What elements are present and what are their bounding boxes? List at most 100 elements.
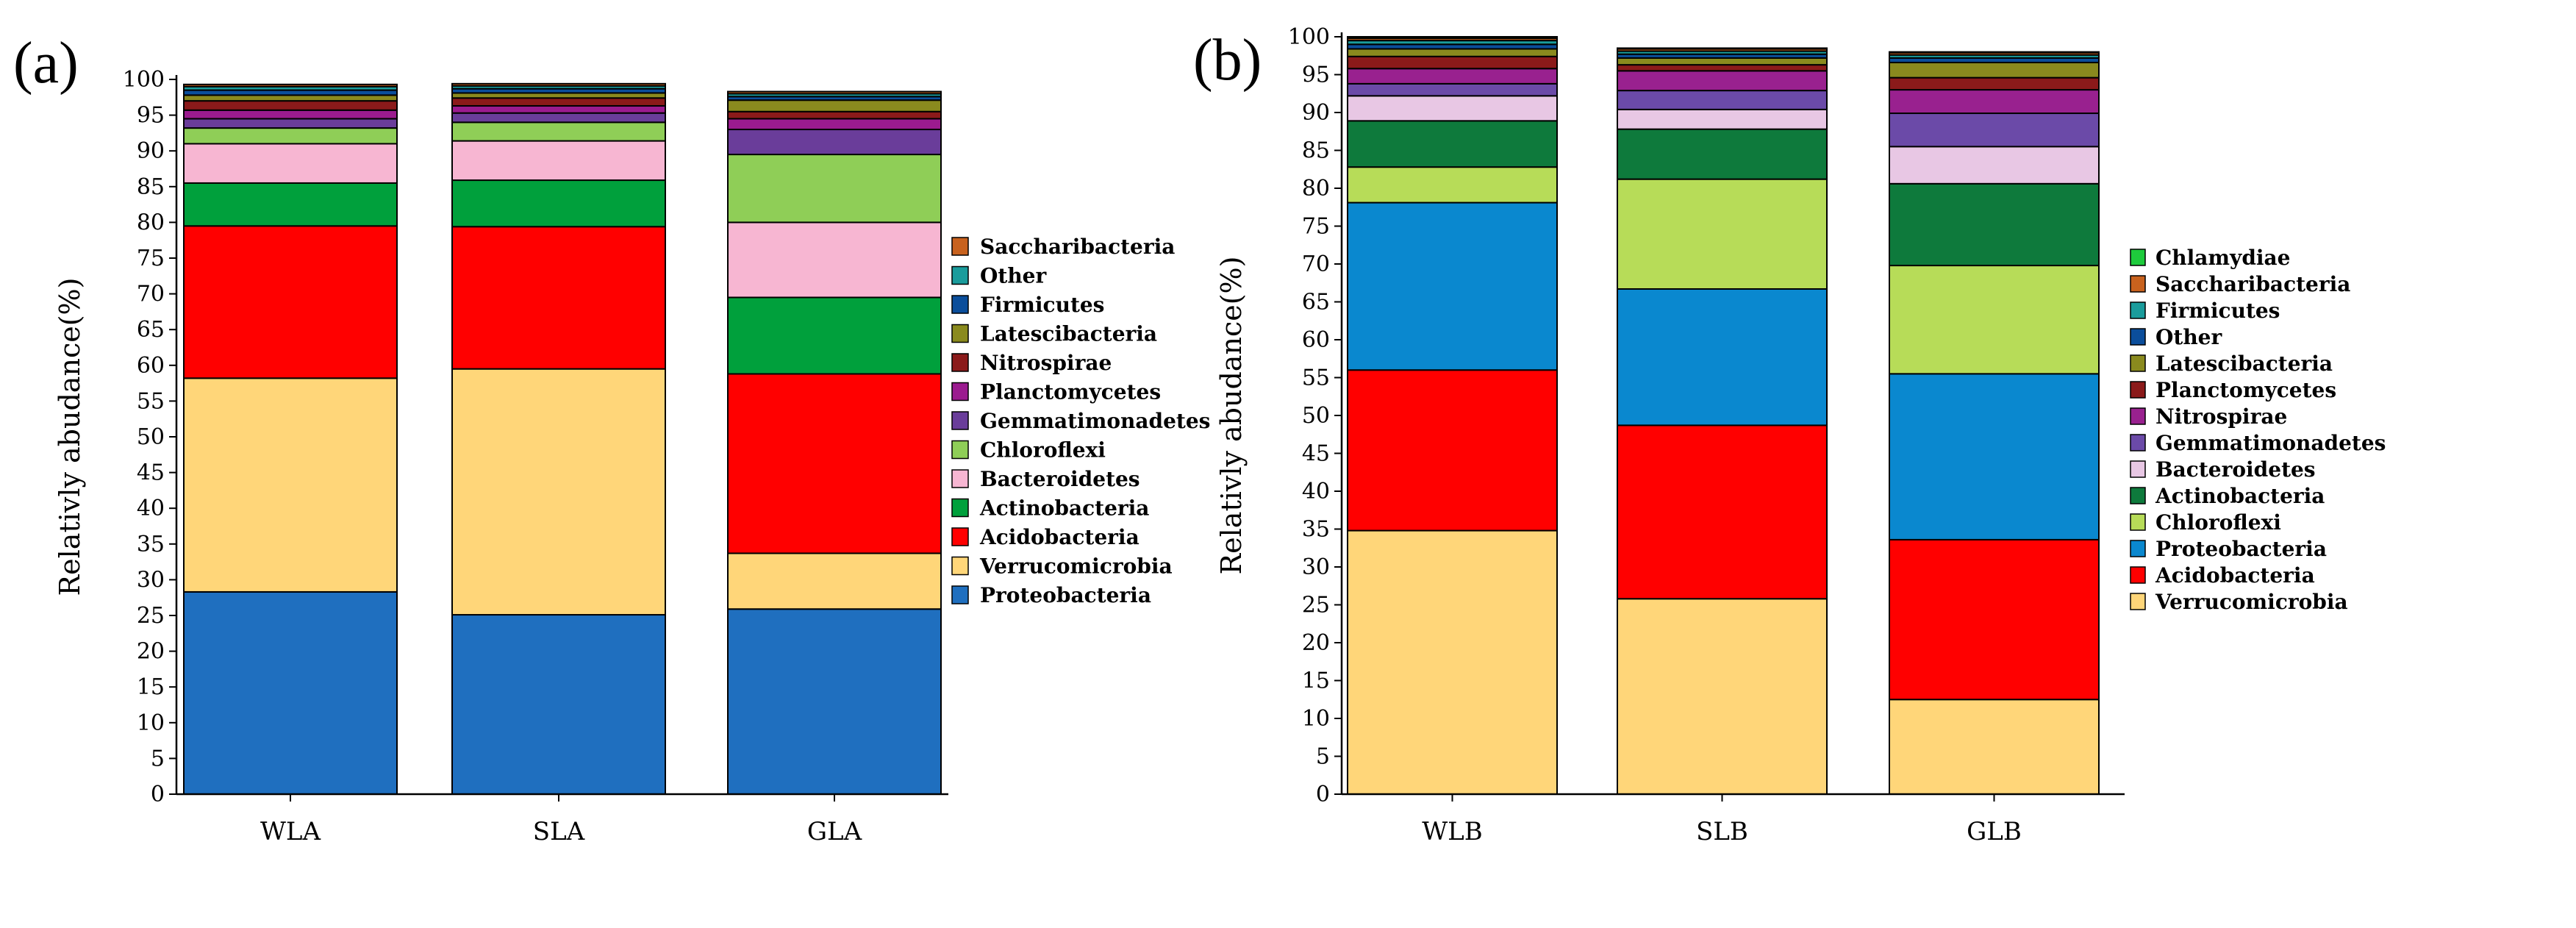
y-tick-label: 95 [137,103,165,129]
bar-segment-nitrospirae [1617,70,1828,92]
bar-segment-planctomycetes [451,104,666,114]
bar-segment-latescibacteria [451,92,666,99]
legend-swatch-saccharibacteria [2130,275,2146,293]
legend-swatch-acidobacteria [951,527,969,546]
bar-segment-saccharibacteria [727,90,942,95]
bar-segment-saccharibacteria [183,83,398,88]
legend-label-nitrospirae: Nitrospirae [2155,404,2287,429]
legend-label-saccharibacteria: Saccharibacteria [2155,272,2350,296]
y-tick-label: 95 [1302,63,1330,88]
legend-swatch-chloroflexi [951,440,969,460]
y-tick-label: 5 [1316,744,1330,770]
panel-label: (b) [1193,28,1262,93]
legend-label-gemmatimonadetes: Gemmatimonadetes [2155,431,2386,455]
legend-label-other: Other [2155,325,2222,349]
bar-stack-wla [183,83,398,795]
y-tick-label: 85 [1302,138,1330,164]
bar-segment-proteobacteria [451,614,666,796]
bar-segment-latescibacteria [1617,57,1828,66]
y-tick-label: 30 [1302,554,1330,580]
bar-segment-verrucomicrobia [451,368,666,616]
bar-segment-acidobacteria [183,225,398,379]
bar-segment-nitrospirae [1347,68,1558,85]
y-tick-label: 80 [1302,176,1330,201]
legend-label-latescibacteria: Latescibacteria [980,322,1157,346]
bar-segment-gemmatimonadetes [1889,113,2100,148]
y-tick-label: 30 [137,567,165,593]
y-tick-label: 60 [137,353,165,379]
bar-segment-chlamydiae [1889,51,2100,54]
y-tick-label: 40 [1302,479,1330,504]
legend-swatch-gemmatimonadetes [951,411,969,430]
legend-label-chloroflexi: Chloroflexi [2155,510,2281,535]
legend-label-saccharibacteria: Saccharibacteria [980,235,1175,259]
bar-segment-actinobacteria [451,179,666,228]
bar-segment-acidobacteria [451,226,666,370]
bar-segment-bacteroidetes [451,140,666,182]
y-tick-label: 60 [1302,327,1330,353]
legend-swatch-nitrospirae [951,353,969,372]
bar-segment-planctomycetes [1617,64,1828,72]
legend-label-verrucomicrobia: Verrucomicrobia [979,554,1173,579]
bar-segment-bacteroidetes [183,143,398,184]
x-tick-label: WLA [260,817,321,846]
y-axis-title: Relativly abudance(%) [54,278,86,596]
y-tick-label: 75 [1302,214,1330,240]
legend-label-latescibacteria: Latescibacteria [2155,351,2333,376]
bar-segment-chloroflexi [451,121,666,142]
legend-swatch-chloroflexi [2130,513,2146,531]
bar-stack-slb [1617,47,1828,795]
y-tick-label: 0 [1316,782,1330,807]
y-tick-label: 65 [137,317,165,343]
panel-label: (a) [13,31,79,96]
bar-segment-chlamydiae [1347,36,1558,40]
legend-swatch-bacteroidetes [951,469,969,488]
legend-swatch-other [951,265,969,285]
legend-label-chlamydiae: Chlamydiae [2155,246,2291,270]
y-tick-label: 70 [137,282,165,307]
bar-stack-wlb [1347,36,1558,795]
legend-swatch-gemmatimonadetes [2130,434,2146,451]
x-tick-label: GLB [1967,817,2022,846]
legend-swatch-latescibacteria [2130,354,2146,372]
bar-segment-nitrospirae [451,97,666,107]
bar-segment-acidobacteria [727,373,942,554]
bar-segment-gemmatimonadetes [1617,90,1828,110]
bar-segment-verrucomicrobia [1889,699,2100,795]
legend-swatch-acidobacteria [2130,566,2146,584]
bar-segment-proteobacteria [1889,373,2100,540]
x-tick-label: SLB [1696,817,1748,846]
y-tick-label: 90 [1302,100,1330,126]
bar-segment-firmicutes [183,89,398,96]
bar-segment-actinobacteria [1617,128,1828,180]
bar-stack-glb [1889,51,2100,795]
bar-segment-nitrospirae [727,110,942,120]
bar-segment-chloroflexi [1347,166,1558,204]
bar-segment-saccharibacteria [451,82,666,87]
bar-segment-verrucomicrobia [1347,529,1558,795]
bar-segment-bacteroidetes [1889,146,2100,185]
legend-label-verrucomicrobia: Verrucomicrobia [2155,590,2348,614]
bar-segment-acidobacteria [1617,424,1828,600]
legend-swatch-firmicutes [2130,301,2146,319]
bar-segment-planctomycetes [727,118,942,131]
bar-segment-actinobacteria [727,296,942,375]
bar-segment-chloroflexi [183,127,398,145]
bar-segment-actinobacteria [183,182,398,227]
legend-label-firmicutes: Firmicutes [2155,299,2280,323]
y-tick-label: 100 [123,67,165,93]
bar-segment-nitrospirae [1889,89,2100,115]
bar-stack-sla [451,82,666,796]
y-tick-label: 55 [137,388,165,414]
bar-segment-gemmatimonadetes [451,112,666,124]
legend-label-other: Other [980,264,1047,288]
bar-segment-proteobacteria [1617,288,1828,426]
bar-segment-bacteroidetes [1347,95,1558,122]
legend-swatch-verrucomicrobia [951,556,969,576]
bar-segment-acidobacteria [1889,538,2100,701]
y-tick-label: 15 [1302,668,1330,694]
legend-swatch-firmicutes [951,295,969,314]
y-tick-label: 10 [1302,706,1330,732]
